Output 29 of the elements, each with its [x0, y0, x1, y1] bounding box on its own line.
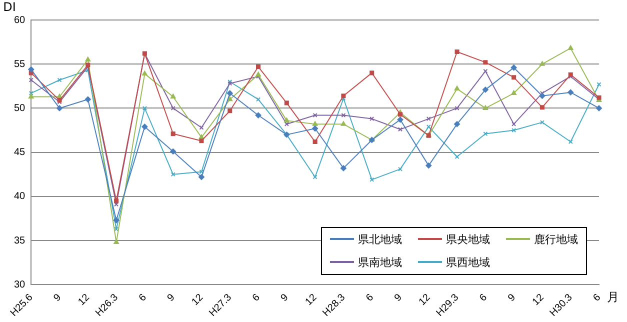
x-tick-label: 12 [530, 292, 547, 308]
x-tick-label: 6 [478, 292, 490, 304]
y-tick-label: 40 [14, 191, 26, 202]
y-tick-label: 55 [14, 58, 26, 70]
x-axis-title: 月 [607, 288, 619, 306]
x-tick-label: 6 [591, 292, 604, 304]
x-tick-label: 9 [52, 292, 64, 304]
x-tick-label: 9 [279, 292, 292, 304]
y-tick-label: 50 [14, 102, 26, 114]
y-tick-label: 45 [14, 147, 26, 158]
x-tick-label: 6 [364, 292, 376, 304]
x-tick-label: 12 [303, 292, 320, 308]
x-tick-label: 12 [417, 292, 434, 308]
x-tick-label: 6 [250, 292, 263, 304]
legend-label: 県南地域 [358, 254, 402, 270]
legend-label: 鹿行地域 [534, 232, 578, 247]
x-tick-label: 9 [506, 292, 518, 304]
y-axis-title: DI [3, 0, 16, 14]
legend-label: 県北地域 [358, 232, 402, 247]
x-tick-label: 9 [165, 292, 178, 304]
legend-label: 県西地域 [446, 254, 490, 270]
y-tick-label: 60 [14, 14, 26, 26]
x-tick-label: 12 [190, 292, 206, 308]
y-tick-label: 35 [14, 235, 26, 246]
legend-label: 県央地域 [446, 232, 490, 247]
x-tick-label: 9 [392, 292, 405, 304]
y-tick-label: 30 [14, 279, 26, 290]
x-tick-label: 6 [137, 292, 150, 304]
x-tick-label: 12 [76, 292, 92, 308]
